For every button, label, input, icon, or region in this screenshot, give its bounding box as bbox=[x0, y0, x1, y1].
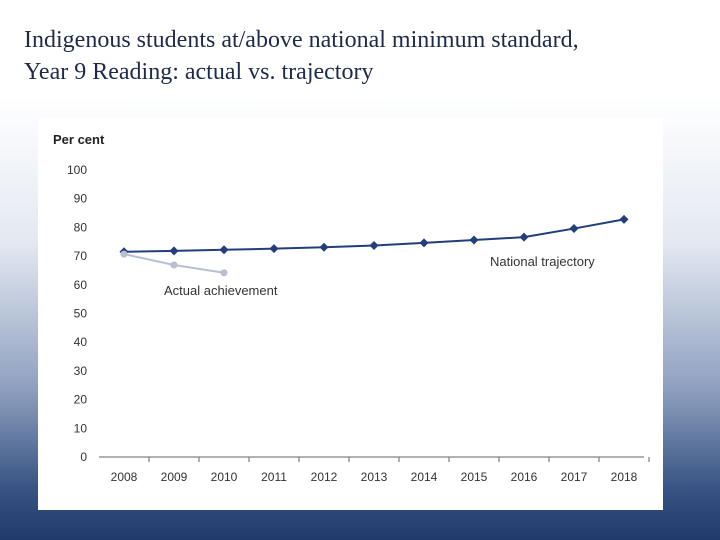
y-tick-label: 70 bbox=[74, 249, 88, 263]
x-tick-label: 2012 bbox=[311, 470, 338, 484]
y-tick-label: 30 bbox=[74, 364, 88, 378]
actual-achievement-point bbox=[170, 261, 178, 269]
x-axis-ticks: 2008 2009 2010 2011 2012 2013 2014 2015 2016 2017… bbox=[111, 457, 650, 484]
actual-achievement-point bbox=[120, 250, 128, 258]
national-trajectory-point bbox=[369, 240, 379, 250]
chart-panel: Per cent 0 10 20 30 40 50 60 70 80 90 100 2008 2009… bbox=[38, 118, 663, 510]
x-tick-label: 2011 bbox=[261, 470, 287, 484]
x-tick-label: 2017 bbox=[561, 470, 588, 484]
y-tick-label: 40 bbox=[74, 335, 88, 349]
national-trajectory-point bbox=[569, 224, 579, 234]
y-tick-label: 90 bbox=[74, 192, 88, 206]
x-tick-label: 2015 bbox=[461, 470, 488, 484]
y-tick-label: 60 bbox=[74, 278, 88, 292]
national-trajectory-point bbox=[169, 246, 179, 256]
actual-achievement-point bbox=[220, 269, 228, 277]
y-tick-label: 100 bbox=[67, 163, 87, 177]
x-tick-label: 2010 bbox=[211, 470, 238, 484]
x-tick-label: 2018 bbox=[611, 470, 638, 484]
x-tick-label: 2014 bbox=[411, 470, 438, 484]
x-tick-label: 2008 bbox=[111, 470, 138, 484]
actual-achievement-label: Actual achievement bbox=[164, 283, 278, 298]
y-axis-title: Per cent bbox=[53, 132, 105, 147]
x-tick-label: 2016 bbox=[511, 470, 538, 484]
national-trajectory-point bbox=[519, 232, 529, 242]
y-tick-label: 10 bbox=[74, 421, 88, 435]
slide-title-line-1: Indigenous students at/above national mi… bbox=[24, 27, 579, 53]
series-layer: National trajectory Actual achievement bbox=[119, 214, 629, 298]
slide-title-line-2: Year 9 Reading: actual vs. trajectory bbox=[24, 59, 374, 85]
national-trajectory-label: National trajectory bbox=[490, 254, 595, 269]
national-trajectory-point bbox=[269, 244, 279, 254]
y-axis-ticks: 0 10 20 30 40 50 60 70 80 90 100 bbox=[67, 163, 87, 464]
national-trajectory-point bbox=[219, 245, 229, 255]
x-tick-label: 2013 bbox=[361, 470, 388, 484]
line-chart: Per cent 0 10 20 30 40 50 60 70 80 90 100 2008 2009… bbox=[53, 132, 650, 484]
national-trajectory-point bbox=[319, 242, 329, 252]
national-trajectory-point bbox=[469, 235, 479, 245]
y-tick-label: 20 bbox=[74, 393, 88, 407]
x-tick-label: 2009 bbox=[161, 470, 188, 484]
y-tick-label: 80 bbox=[74, 220, 88, 234]
slide-title: Indigenous students at/above national mi… bbox=[24, 24, 704, 88]
y-tick-label: 0 bbox=[80, 450, 87, 464]
national-trajectory-point bbox=[419, 238, 429, 248]
y-tick-label: 50 bbox=[74, 307, 88, 321]
national-trajectory-point bbox=[619, 214, 629, 224]
